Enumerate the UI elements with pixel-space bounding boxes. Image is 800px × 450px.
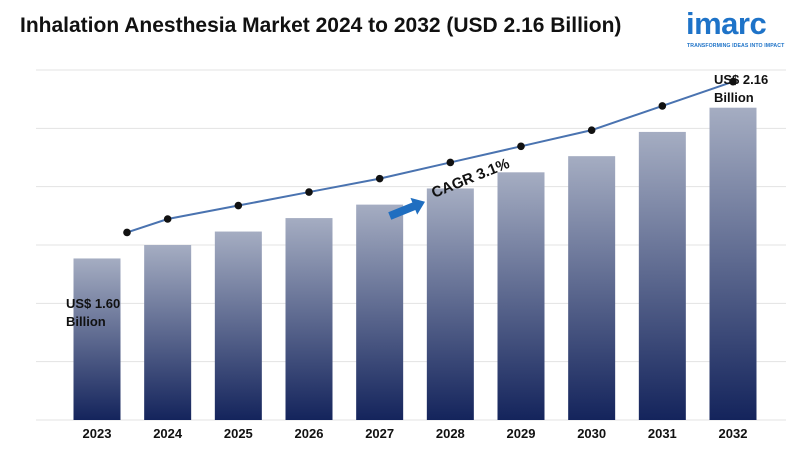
start-value-line1: US$ 1.60 <box>66 296 120 311</box>
bar-2025 <box>214 231 262 420</box>
bar-2023 <box>73 258 121 420</box>
logo-wordmark: imarc <box>686 6 767 41</box>
start-value-line2: Billion <box>66 314 106 329</box>
trend-point-2031 <box>658 102 667 110</box>
imarc-logo: imarc TRANSFORMING IDEAS INTO IMPACT <box>686 6 786 50</box>
logo-tagline: TRANSFORMING IDEAS INTO IMPACT <box>687 43 785 49</box>
bar-2032 <box>709 107 757 420</box>
bar-2028 <box>426 188 474 420</box>
x-tick-label: 2031 <box>648 426 677 441</box>
cagr-arrow <box>388 197 425 220</box>
trend-point-2027 <box>375 174 384 183</box>
end-value-line1: US$ 2.16 <box>714 72 768 87</box>
bar-2027 <box>356 204 404 420</box>
x-tick-label: 2027 <box>365 426 394 441</box>
bars <box>73 107 757 420</box>
trend-point-2032 <box>729 77 737 86</box>
trend-point-2026 <box>305 188 313 196</box>
x-tick-label: 2025 <box>224 426 253 441</box>
x-tick-label: 2029 <box>507 426 536 441</box>
trend-point-2029 <box>517 142 525 151</box>
bar-2030 <box>568 156 616 420</box>
x-axis-ticks: 2023 2024 2025 2026 2027 2028 2029 2030 2031 2032 <box>83 426 748 441</box>
trend-point-2024 <box>163 215 172 223</box>
x-tick-label: 2028 <box>436 426 465 441</box>
x-tick-label: 2032 <box>719 426 748 441</box>
bar-2024 <box>144 245 192 420</box>
chart-title: Inhalation Anesthesia Market 2024 to 203… <box>20 14 622 37</box>
x-tick-label: 2030 <box>577 426 606 441</box>
trend-line-group <box>123 77 737 237</box>
trend-line <box>126 80 734 234</box>
trend-point-2023 <box>123 228 131 237</box>
trend-point-2025 <box>234 201 243 210</box>
x-tick-label: 2024 <box>153 426 183 441</box>
bar-2029 <box>497 172 545 420</box>
end-value-line2: Billion <box>714 90 754 105</box>
trend-point-2030 <box>587 126 596 134</box>
x-tick-label: 2026 <box>295 426 324 441</box>
bar-2031 <box>638 131 686 420</box>
x-tick-label: 2023 <box>83 426 112 441</box>
bar-2026 <box>285 218 333 420</box>
trend-point-2028 <box>446 158 455 167</box>
